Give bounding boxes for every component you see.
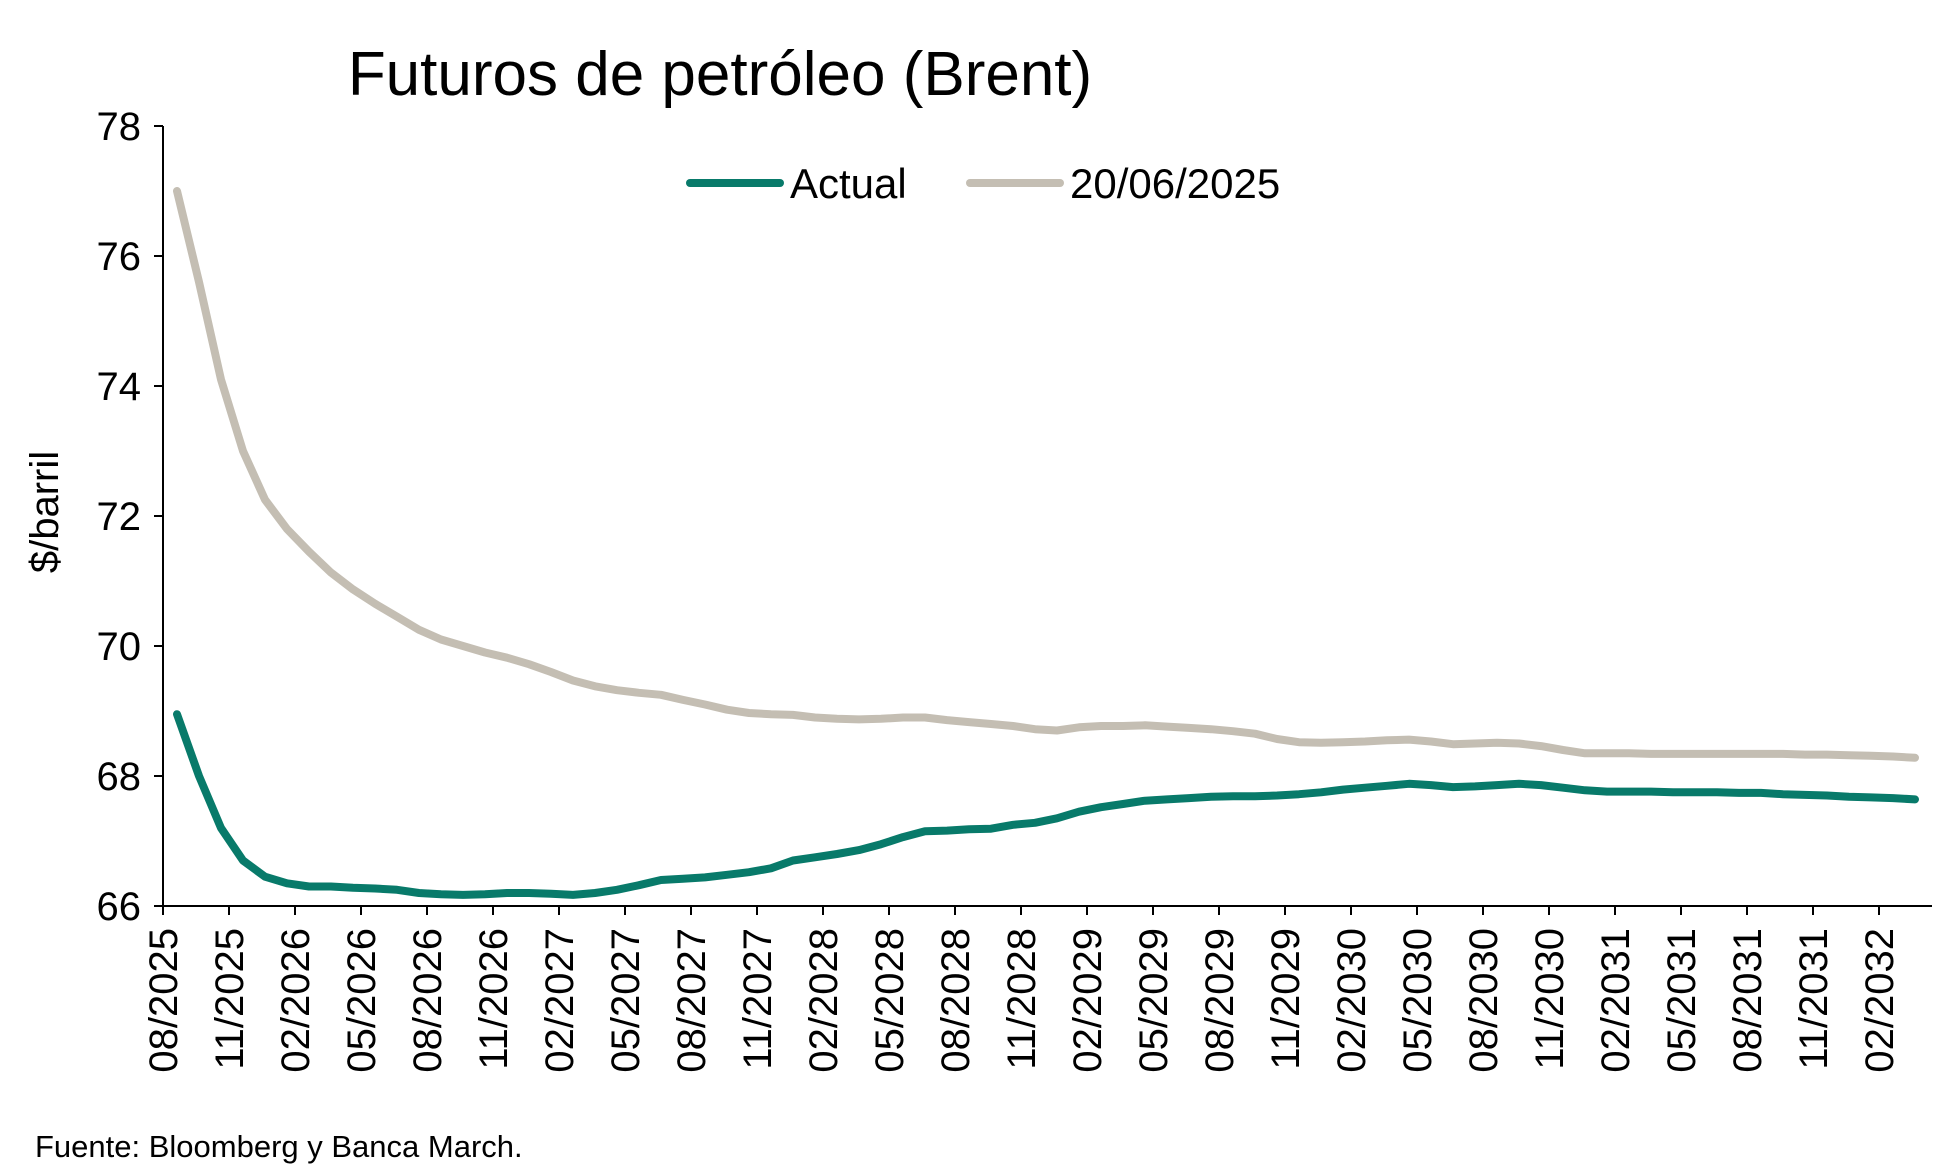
x-tick-label: 05/2027 xyxy=(604,928,648,1073)
x-axis: 08/2025 11/2025 02/2026 05/2026 08/2026 11/20… xyxy=(142,905,1932,1073)
series-line-previous xyxy=(173,187,1919,762)
x-tick-label: 11/2028 xyxy=(1000,928,1044,1070)
source-note: Fuente: Bloomberg y Banca March. xyxy=(35,1129,523,1164)
x-tick-label: 11/2030 xyxy=(1528,928,1572,1070)
x-tick-label: 08/2026 xyxy=(406,928,450,1073)
y-axis: 66 68 70 72 74 76 78 xyxy=(97,105,164,929)
x-tick-label: 02/2032 xyxy=(1858,928,1902,1073)
y-tick-label: 66 xyxy=(97,885,142,929)
x-tick-label: 08/2025 xyxy=(142,928,186,1073)
x-tick-label: 11/2026 xyxy=(472,928,516,1070)
x-tick-label: 08/2030 xyxy=(1462,928,1506,1073)
x-tick-label: 11/2029 xyxy=(1264,928,1308,1070)
y-axis-label: $/barril xyxy=(23,451,67,573)
x-tick-label: 08/2027 xyxy=(670,928,714,1073)
chart-title: Futuros de petróleo (Brent) xyxy=(348,40,1092,109)
y-tick-label: 72 xyxy=(97,495,142,539)
legend: Actual 20/06/2025 xyxy=(686,160,1280,207)
y-tick-label: 78 xyxy=(97,105,142,149)
x-tick-label: 02/2027 xyxy=(538,928,582,1073)
series-line-actual xyxy=(173,710,1919,899)
x-tick-label: 02/2030 xyxy=(1330,928,1374,1073)
legend-label-actual: Actual xyxy=(790,160,907,207)
x-tick-label: 11/2027 xyxy=(736,928,780,1070)
y-tick-label: 68 xyxy=(97,755,142,799)
series-layer xyxy=(173,187,1919,899)
y-tick-label: 70 xyxy=(97,625,142,669)
x-tick-label: 02/2026 xyxy=(274,928,318,1073)
x-tick-label: 11/2025 xyxy=(208,928,252,1070)
x-tick-label: 08/2028 xyxy=(934,928,978,1073)
legend-label-previous: 20/06/2025 xyxy=(1070,160,1280,207)
x-tick-label: 05/2030 xyxy=(1396,928,1440,1073)
x-tick-label: 05/2028 xyxy=(868,928,912,1073)
x-tick-label: 02/2031 xyxy=(1594,928,1638,1073)
x-tick-label: 11/2031 xyxy=(1792,928,1836,1070)
x-tick-label: 08/2031 xyxy=(1726,928,1770,1073)
x-tick-label: 05/2029 xyxy=(1132,928,1176,1073)
x-tick-label: 08/2029 xyxy=(1198,928,1242,1073)
x-tick-label: 05/2026 xyxy=(340,928,384,1073)
x-tick-label: 05/2031 xyxy=(1660,928,1704,1073)
y-tick-label: 76 xyxy=(97,235,142,279)
x-tick-label: 02/2029 xyxy=(1066,928,1110,1073)
x-tick-label: 02/2028 xyxy=(802,928,846,1073)
y-tick-label: 74 xyxy=(97,365,142,409)
